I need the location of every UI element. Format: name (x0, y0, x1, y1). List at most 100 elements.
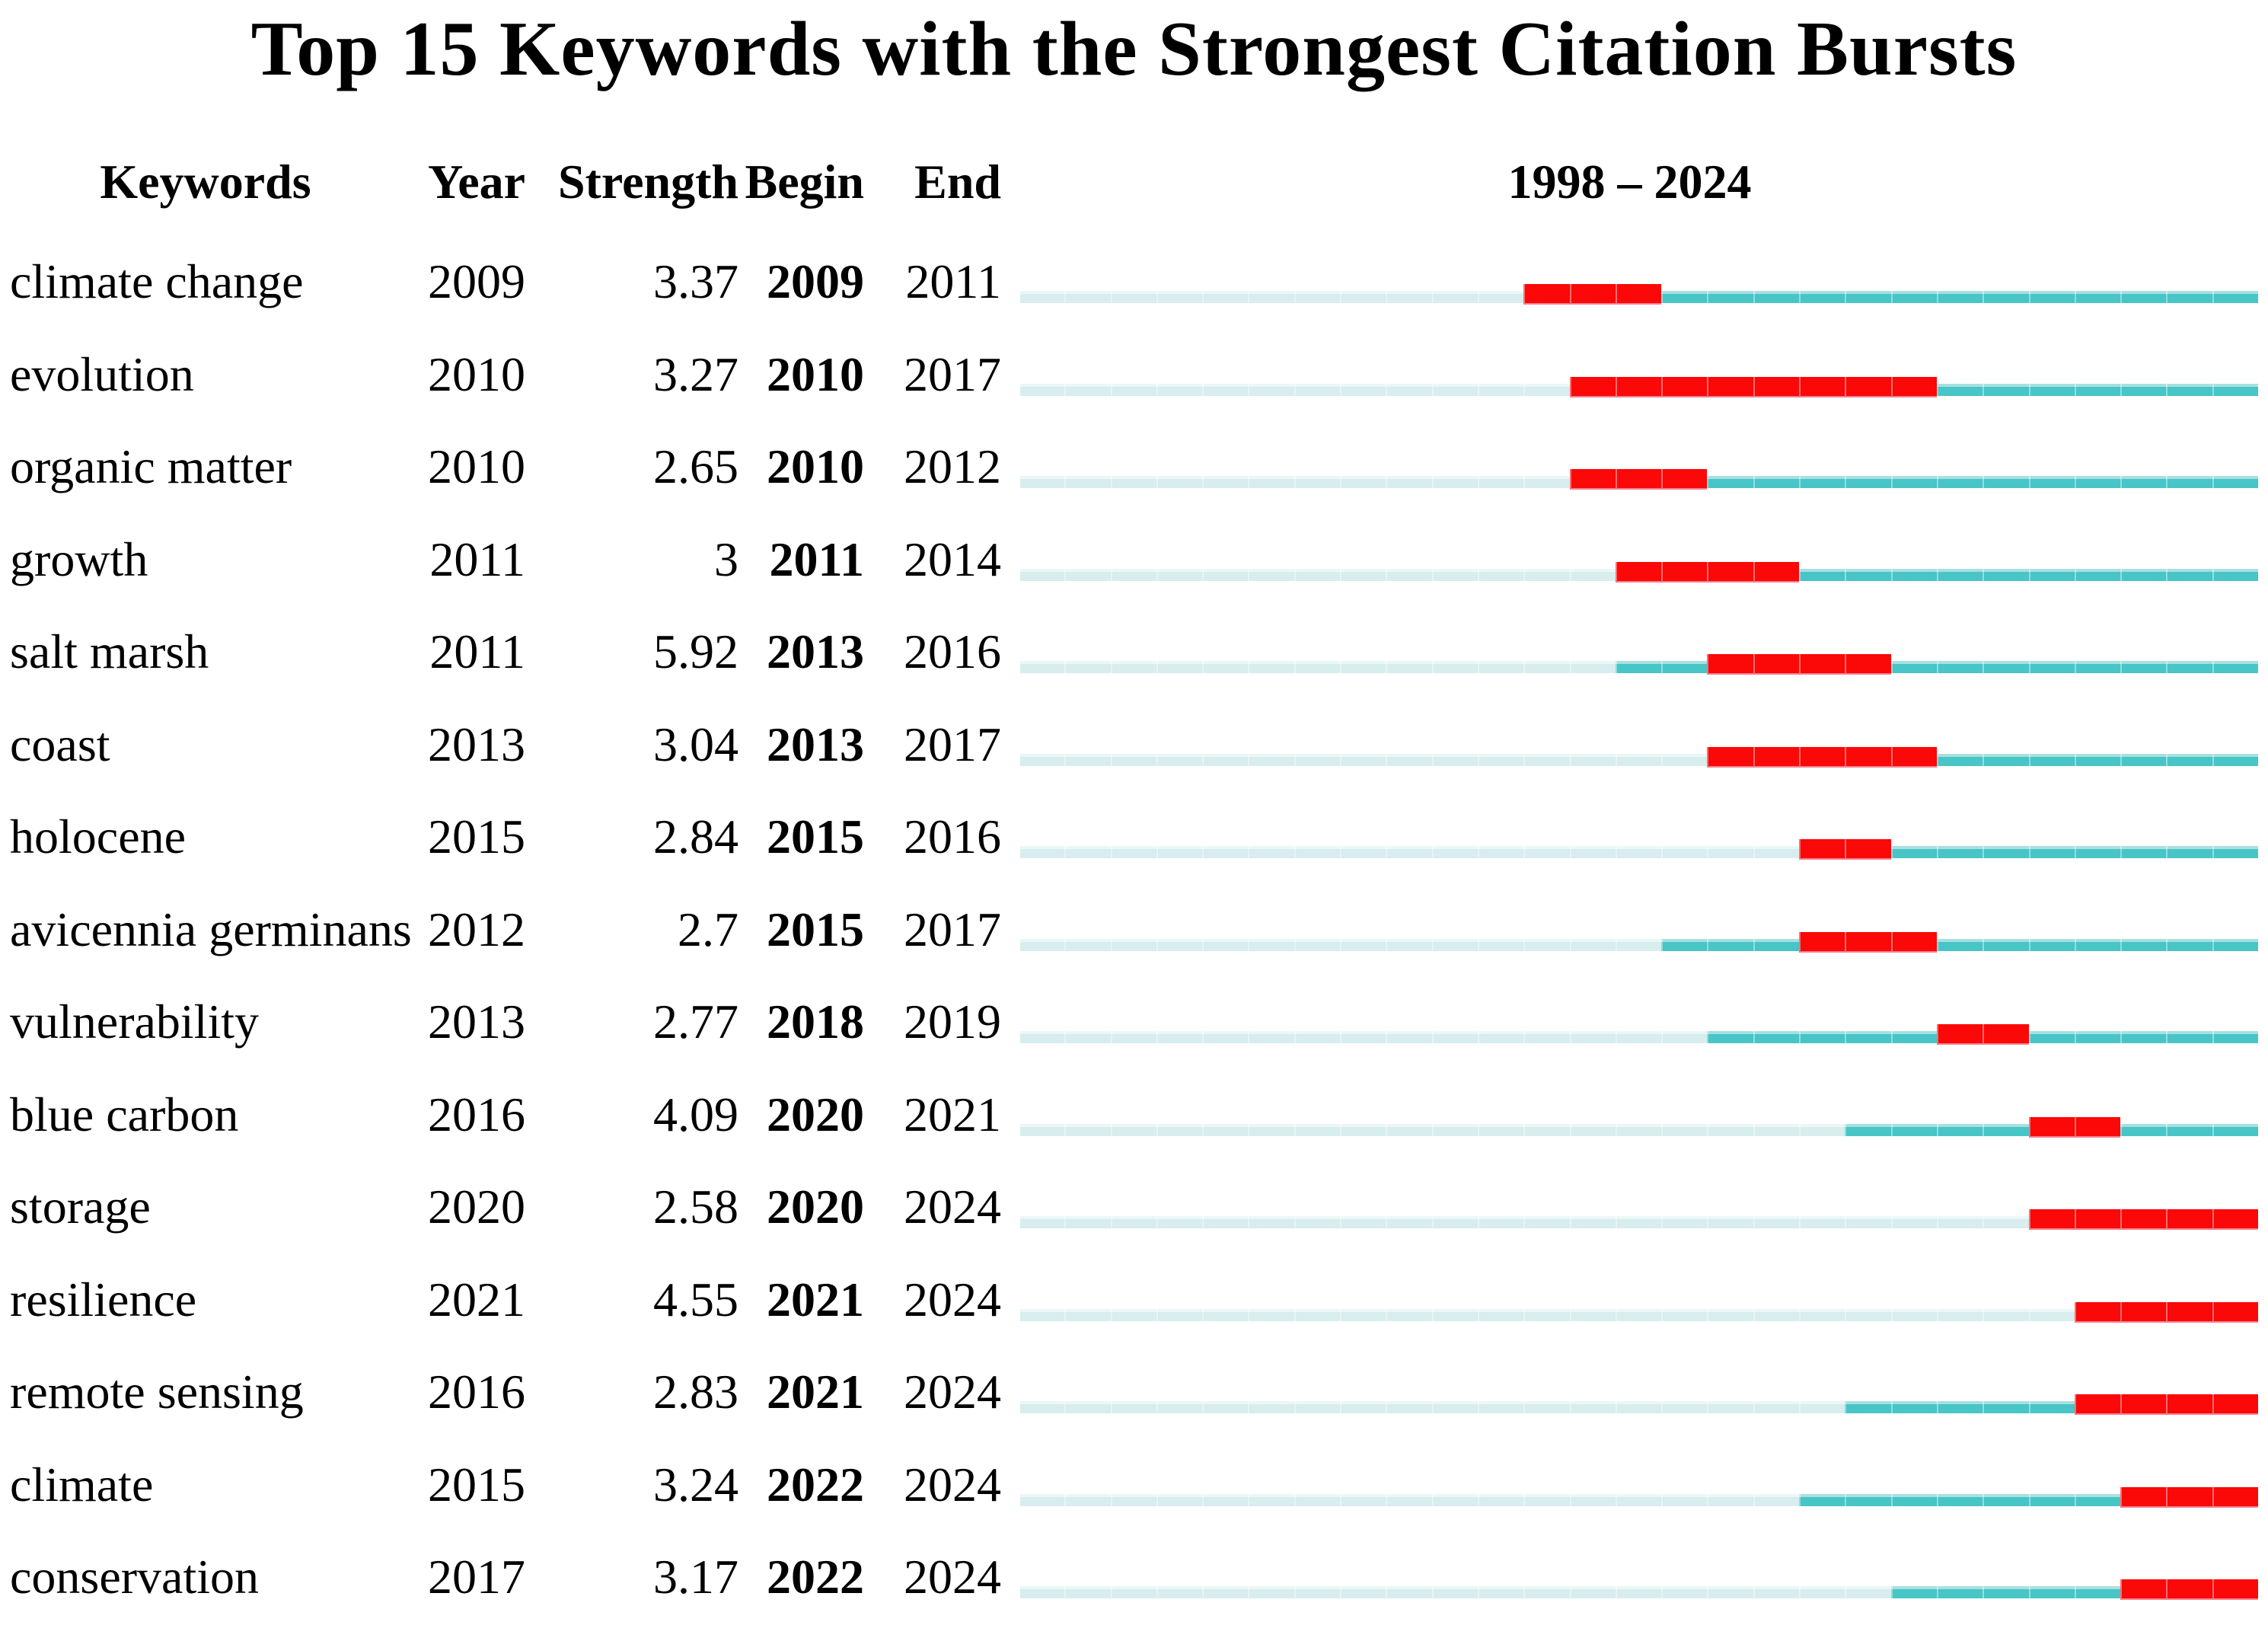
burst-row: holocene 2015 2.84 2015 2016 (0, 808, 2268, 901)
year-cell-pale (1431, 1216, 1478, 1228)
year-cell-pale (1248, 291, 1294, 303)
year-cell-pale (1064, 846, 1111, 858)
year-cell-pale (1569, 568, 1616, 581)
year-cell-burst (1661, 561, 1708, 583)
year-cell-pale (1020, 568, 1065, 581)
year-cell-pale (1707, 1123, 1753, 1136)
year-cell-pale (1293, 568, 1341, 581)
year-cell-active (2120, 383, 2167, 396)
header-end: End (914, 155, 1001, 209)
year-cell-active (1845, 1031, 1891, 1043)
year-cell-pale (1202, 1586, 1249, 1598)
year-cell-pale (1110, 568, 1156, 581)
burst-row: coast 2013 3.04 2013 2017 (0, 716, 2268, 809)
year-cell-burst (1799, 376, 1845, 397)
begin-value: 2020 (767, 1180, 864, 1234)
year-cell-active (2028, 753, 2075, 766)
year-cell-active (1983, 568, 2029, 581)
year-cell-active (1936, 568, 1983, 581)
year-cell-pale (1661, 1493, 1708, 1506)
year-cell-active (1983, 661, 2029, 673)
year-cell-pale (1477, 1586, 1524, 1598)
header-begin: Begin (745, 155, 864, 209)
year-value: 2020 (428, 1180, 525, 1234)
year-cell-pale (1020, 661, 1065, 673)
year-cell-pale (1156, 938, 1203, 951)
year-cell-active (2074, 291, 2121, 303)
year-cell-active (1983, 753, 2029, 766)
year-cell-burst (1753, 376, 1800, 397)
strength-value: 4.55 (653, 1272, 738, 1327)
year-cell-burst (1845, 376, 1891, 397)
year-cell-pale (1477, 568, 1524, 581)
keyword-label: evolution (10, 346, 194, 401)
year-value: 2016 (428, 1365, 525, 1419)
year-cell-active (1936, 1123, 1983, 1136)
year-cell-pale (1110, 1586, 1156, 1598)
year-cell-pale (1340, 476, 1386, 488)
year-cell-active (2074, 846, 2121, 858)
header-year-range: 1998 – 2024 (1507, 155, 1752, 209)
year-cell-pale (1661, 753, 1708, 766)
year-cell-active (1890, 568, 1937, 581)
burst-timeline-bar (1020, 654, 2259, 675)
year-cell-pale (1661, 1586, 1708, 1598)
year-value: 2009 (428, 254, 525, 308)
year-cell-pale (1064, 938, 1111, 951)
year-cell-pale (1431, 1586, 1478, 1598)
year-cell-pale (1615, 1493, 1662, 1506)
year-cell-burst (1661, 469, 1708, 490)
year-cell-pale (1523, 1401, 1570, 1413)
year-cell-burst (2212, 1394, 2259, 1415)
year-cell-burst (1707, 561, 1753, 583)
year-cell-pale (1523, 938, 1570, 951)
year-cell-active (2212, 383, 2259, 396)
keyword-label: holocene (10, 809, 186, 864)
year-cell-pale (1477, 291, 1524, 303)
begin-value: 2009 (767, 254, 864, 308)
burst-row: avicennia germinans 2012 2.7 2015 2017 (0, 901, 2268, 994)
keyword-label: remote sensing (10, 1365, 304, 1419)
year-cell-pale (1202, 568, 1249, 581)
year-cell-active (1845, 291, 1891, 303)
year-cell-pale (1431, 1493, 1478, 1506)
year-cell-pale (2028, 1308, 2075, 1321)
year-cell-pale (1020, 846, 1065, 858)
strength-value: 2.58 (653, 1180, 738, 1234)
strength-value: 2.83 (653, 1365, 738, 1419)
year-cell-pale (1845, 1586, 1891, 1598)
year-cell-active (2120, 753, 2167, 766)
year-cell-active (1890, 476, 1937, 488)
year-cell-pale (1293, 1493, 1341, 1506)
year-cell-burst (1890, 931, 1937, 953)
year-cell-active (1890, 661, 1937, 673)
year-cell-pale (1248, 1493, 1294, 1506)
year-cell-pale (1431, 1308, 1478, 1321)
end-value: 2024 (904, 1457, 1001, 1512)
year-cell-pale (1020, 753, 1065, 766)
year-cell-active (2074, 938, 2121, 951)
year-cell-pale (1110, 846, 1156, 858)
strength-value: 2.7 (678, 902, 738, 956)
year-cell-active (1799, 1031, 1845, 1043)
end-value: 2011 (905, 254, 1001, 308)
year-cell-pale (1202, 753, 1249, 766)
year-cell-pale (1064, 1031, 1111, 1043)
year-cell-pale (1248, 661, 1294, 673)
year-cell-pale (1386, 1401, 1432, 1413)
year-cell-active (2166, 661, 2212, 673)
year-cell-pale (1020, 476, 1065, 488)
year-cell-pale (1523, 661, 1570, 673)
year-cell-pale (1340, 1216, 1386, 1228)
year-cell-active (1983, 291, 2029, 303)
year-cell-pale (1202, 1123, 1249, 1136)
year-value: 2016 (428, 1087, 525, 1141)
year-cell-active (2120, 1031, 2167, 1043)
year-cell-pale (1156, 568, 1203, 581)
year-cell-pale (1523, 753, 1570, 766)
year-cell-active (1661, 938, 1708, 951)
year-cell-pale (1386, 568, 1432, 581)
year-cell-burst (1890, 746, 1937, 768)
year-cell-pale (1523, 568, 1570, 581)
year-cell-active (1615, 661, 1662, 673)
